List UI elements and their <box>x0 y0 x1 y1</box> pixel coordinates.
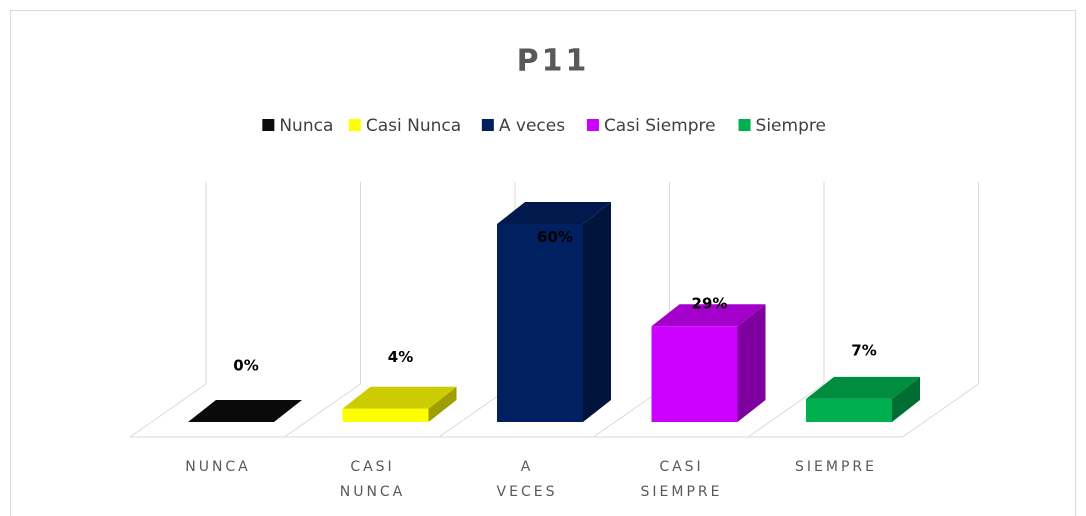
x-tick-label: NUNCA <box>185 459 251 475</box>
bar-front <box>497 224 583 422</box>
bar-side <box>583 202 611 422</box>
bar-top <box>342 386 457 409</box>
bar-top <box>497 202 611 224</box>
legend-swatch <box>348 119 361 131</box>
legend-label: Casi Siempre <box>604 116 716 136</box>
value-label: 29% <box>692 294 728 312</box>
bar-front <box>806 398 892 422</box>
floor-line <box>284 383 361 438</box>
x-tick-label: SIEMPRE <box>795 459 877 475</box>
x-tick-label: A VECES <box>497 459 558 500</box>
bar-front <box>342 408 429 422</box>
x-tick-label: CASI SIEMPRE <box>641 459 723 500</box>
bar <box>806 376 920 422</box>
value-label: 7% <box>851 341 876 359</box>
bar-top <box>188 400 302 422</box>
legend: Nunca Casi Nunca A veces Casi Siempre Siempr… <box>262 116 826 136</box>
bar <box>342 386 457 422</box>
bar-front <box>651 326 738 422</box>
x-tick-label: CASI NUNCA <box>340 459 406 500</box>
value-label: 4% <box>388 348 413 366</box>
bar <box>497 202 611 422</box>
legend-label: Siempre <box>756 116 826 136</box>
bar-side <box>737 304 766 422</box>
legend-label: Nunca <box>279 116 333 136</box>
legend-swatch <box>262 119 275 131</box>
bar-side <box>892 376 920 422</box>
floor-line <box>129 383 207 438</box>
bar-side <box>428 386 457 422</box>
legend-label: Casi Nunca <box>366 116 461 136</box>
legend-swatch <box>738 119 751 131</box>
floor-line <box>747 383 825 438</box>
value-label: 0% <box>233 357 258 375</box>
floor-line <box>902 383 979 438</box>
legend-label: A veces <box>499 116 565 136</box>
bar-top <box>806 376 920 399</box>
bar <box>651 304 766 422</box>
chart-title: P11 <box>517 44 590 79</box>
value-label: 60% <box>537 228 573 246</box>
bar <box>188 400 302 422</box>
legend-swatch <box>481 119 494 131</box>
legend-swatch <box>586 119 599 131</box>
bar-top <box>651 304 766 327</box>
